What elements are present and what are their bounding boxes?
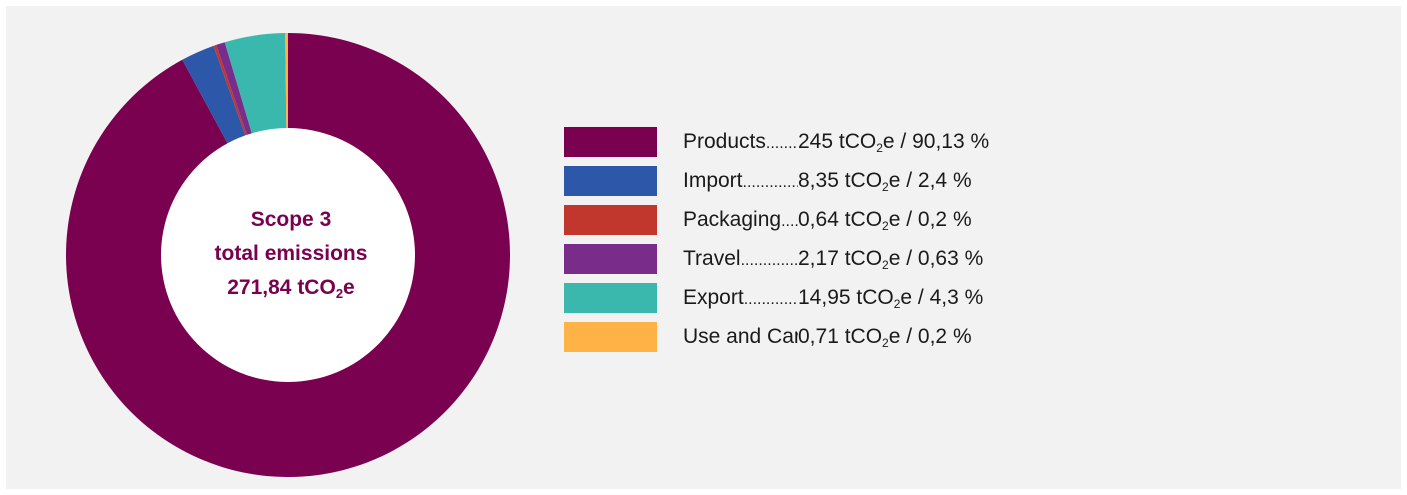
center-label-total: 271,84 tCO2e [227,276,355,301]
legend-label-products: Products [683,126,798,158]
legend-label-travel: Travel [683,243,798,275]
center-label: Scope 3 total emissions 271,84 tCO2e [161,203,421,305]
legend-label-import: Import [683,165,798,197]
legend-value-products: 245 tCO2e / 90,13 % [798,130,990,155]
legend-text-products: Products 245 tCO2e / 90,13 % [683,126,989,158]
chart-panel: Scope 3 total emissions 271,84 tCO2e Pro… [6,6,1401,489]
legend-value-travel: 2,17 tCO2e / 0,63 % [798,247,984,272]
legend-swatch-packaging [564,205,657,235]
center-label-line2: total emissions [214,242,368,265]
donut-chart [66,33,510,477]
donut-hole [161,128,415,382]
legend-label-use-and-care: Use and Care [683,321,798,353]
legend-item-packaging: Packaging 0,64 tCO2e / 0,2 % [564,204,1364,243]
legend-value-use-and-care: 0,71 tCO2e / 0,2 % [798,325,972,350]
legend-item-use-and-care: Use and Care 0,71 tCO2e / 0,2 % [564,321,1364,360]
legend-text-travel: Travel 2,17 tCO2e / 0,63 % [683,243,983,275]
legend-label-packaging: Packaging [683,204,798,236]
legend-swatch-products [564,127,657,157]
legend-text-import: Import 8,35 tCO2e / 2,4 % [683,165,972,197]
center-label-line1: Scope 3 [250,208,332,231]
legend: Products 245 tCO2e / 90,13 % Import 8,35… [564,126,1364,360]
legend-item-import: Import 8,35 tCO2e / 2,4 % [564,165,1364,204]
legend-value-import: 8,35 tCO2e / 2,4 % [798,169,972,194]
legend-value-export: 14,95 tCO2e / 4,3 % [798,286,984,311]
legend-swatch-travel [564,244,657,274]
legend-value-packaging: 0,64 tCO2e / 0,2 % [798,208,972,233]
legend-item-export: Export 14,95 tCO2e / 4,3 % [564,282,1364,321]
legend-text-use-and-care: Use and Care 0,71 tCO2e / 0,2 % [683,321,972,353]
legend-item-travel: Travel 2,17 tCO2e / 0,63 % [564,243,1364,282]
legend-swatch-import [564,166,657,196]
legend-swatch-export [564,283,657,313]
legend-text-packaging: Packaging 0,64 tCO2e / 0,2 % [683,204,972,236]
legend-swatch-use-and-care [564,322,657,352]
legend-item-products: Products 245 tCO2e / 90,13 % [564,126,1364,165]
legend-label-export: Export [683,282,798,314]
legend-text-export: Export 14,95 tCO2e / 4,3 % [683,282,983,314]
